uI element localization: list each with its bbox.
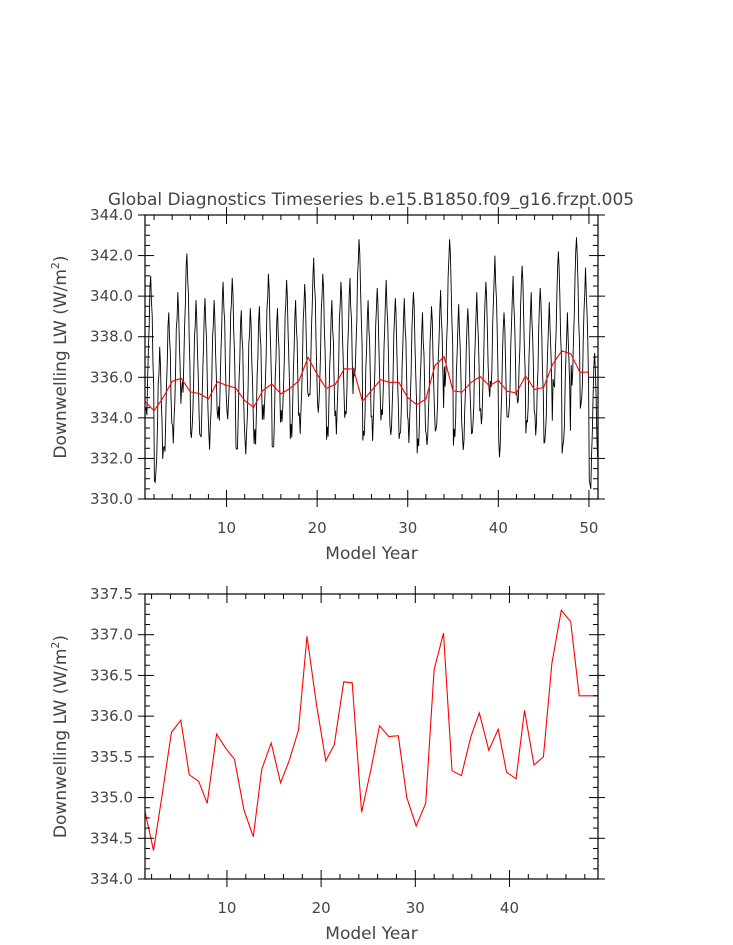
y-tick-label: 335.0 [90,789,133,807]
y-tick-label: 337.0 [90,626,133,644]
plot-frame [144,593,599,880]
plot-frame [144,214,599,500]
y-tick-label: 337.5 [90,585,133,603]
y-tick-label: 330.0 [90,490,133,508]
y-tick-label: 338.0 [90,328,133,346]
y-axis-label: Downwelling LW (W/m2) [49,255,71,458]
y-tick-label: 332.0 [90,449,133,467]
x-tick-label: 10 [217,899,236,917]
y-tick-label: 340.0 [90,287,133,305]
x-axis-label: Model Year [325,924,417,944]
x-tick-label: 20 [312,899,331,917]
x-tick-label: 30 [398,519,417,537]
series-line-annual [145,350,589,412]
y-axis-label: Downwelling LW (W/m2) [49,635,71,838]
y-tick-label: 342.0 [90,247,133,265]
x-axis-label: Model Year [325,544,417,564]
y-tick-label: 344.0 [90,206,133,224]
y-tick-label: 334.0 [90,870,133,888]
y-tick-label: 334.0 [90,409,133,427]
chart-title: Global Diagnostics Timeseries b.e15.B185… [108,190,634,210]
y-tick-label: 335.5 [90,748,133,766]
x-tick-label: 20 [308,519,327,537]
annual-mean-chart: 10 20 30 40 334.0 334.5 335.0 335.5 336.0 336.5 33… [49,585,605,944]
timeseries-monthly-annual-chart: 10 20 30 40 50 330.0 332.0 334.0 336.0 338.0 340.0… [49,206,605,564]
y-tick-label: 336.0 [90,368,133,386]
x-tick-label: 40 [489,519,508,537]
x-tick-label: 30 [406,899,425,917]
x-tick-label: 40 [500,899,519,917]
y-tick-label: 334.5 [90,829,133,847]
series-line-monthly [145,237,598,490]
x-tick-label: 10 [217,519,236,537]
y-tick-label: 336.0 [90,707,133,725]
y-tick-label: 336.5 [90,666,133,684]
x-tick-label: 50 [579,519,598,537]
series-line-annual [145,609,598,851]
